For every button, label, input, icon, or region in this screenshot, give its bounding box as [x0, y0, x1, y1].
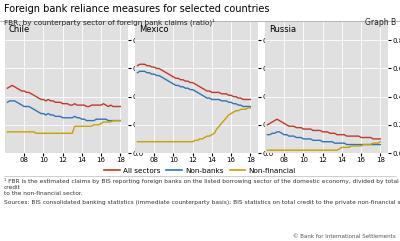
Text: Mexico: Mexico	[139, 25, 168, 34]
Text: Foreign bank reliance measures for selected countries: Foreign bank reliance measures for selec…	[4, 4, 270, 13]
Text: © Bank for International Settlements: © Bank for International Settlements	[293, 234, 396, 239]
Text: ¹ FBR is the estimated claims by BIS reporting foreign banks on the listed borro: ¹ FBR is the estimated claims by BIS rep…	[4, 178, 399, 196]
Text: FBR, by counterparty sector of foreign bank claims (ratio)¹: FBR, by counterparty sector of foreign b…	[4, 18, 215, 26]
Text: Graph B: Graph B	[365, 18, 396, 27]
Text: Russia: Russia	[269, 25, 296, 34]
Legend: All sectors, Non-banks, Non-financial: All sectors, Non-banks, Non-financial	[102, 165, 298, 176]
Text: Chile: Chile	[9, 25, 30, 34]
Text: Sources: BIS consolidated banking statistics (immediate counterparty basis); BIS: Sources: BIS consolidated banking statis…	[4, 200, 400, 205]
